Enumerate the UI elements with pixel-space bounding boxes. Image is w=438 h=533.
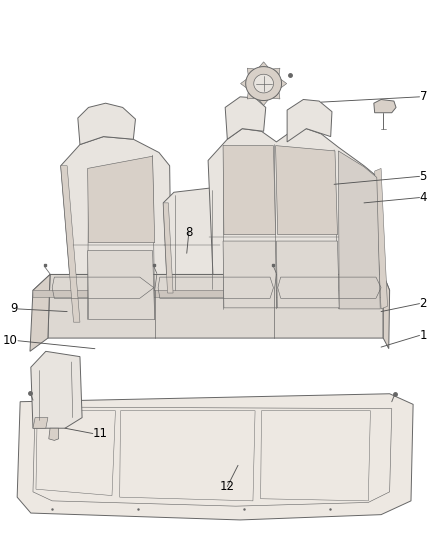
Polygon shape [30,274,50,351]
Polygon shape [273,68,280,75]
Polygon shape [33,274,390,290]
Polygon shape [374,100,396,113]
Polygon shape [247,68,254,75]
Polygon shape [254,74,273,93]
Text: 8: 8 [185,225,193,239]
Polygon shape [33,418,48,428]
Polygon shape [78,103,135,144]
Text: 7: 7 [420,90,427,103]
Text: 5: 5 [420,170,427,183]
Polygon shape [61,166,80,322]
Text: 12: 12 [220,480,235,493]
Text: 4: 4 [420,191,427,204]
Polygon shape [223,241,276,308]
Polygon shape [17,394,413,520]
Polygon shape [287,100,332,142]
Polygon shape [259,62,268,67]
Polygon shape [339,151,380,309]
Polygon shape [163,203,173,293]
Polygon shape [225,97,266,139]
Polygon shape [88,251,155,319]
Polygon shape [246,67,282,101]
Polygon shape [240,79,246,88]
Polygon shape [374,168,388,309]
Polygon shape [163,188,221,293]
Polygon shape [88,156,155,243]
Polygon shape [33,290,390,297]
Text: 2: 2 [420,297,427,310]
Polygon shape [383,274,390,349]
Polygon shape [276,241,339,308]
Polygon shape [61,136,172,322]
Text: 10: 10 [3,334,18,347]
Text: 9: 9 [11,302,18,316]
Polygon shape [31,351,82,428]
Polygon shape [48,274,383,338]
Polygon shape [259,100,268,106]
Polygon shape [247,92,254,99]
Text: 1: 1 [420,329,427,342]
Text: 11: 11 [93,427,108,440]
Polygon shape [208,128,381,312]
Polygon shape [273,92,280,99]
Polygon shape [223,146,276,235]
Polygon shape [281,79,287,88]
Polygon shape [49,428,59,440]
Polygon shape [276,146,338,235]
